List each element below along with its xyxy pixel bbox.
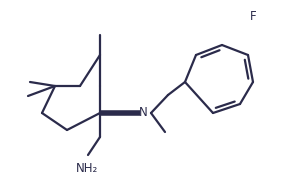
Text: N: N [139, 106, 147, 120]
Text: NH₂: NH₂ [76, 162, 98, 175]
Text: F: F [250, 10, 257, 23]
